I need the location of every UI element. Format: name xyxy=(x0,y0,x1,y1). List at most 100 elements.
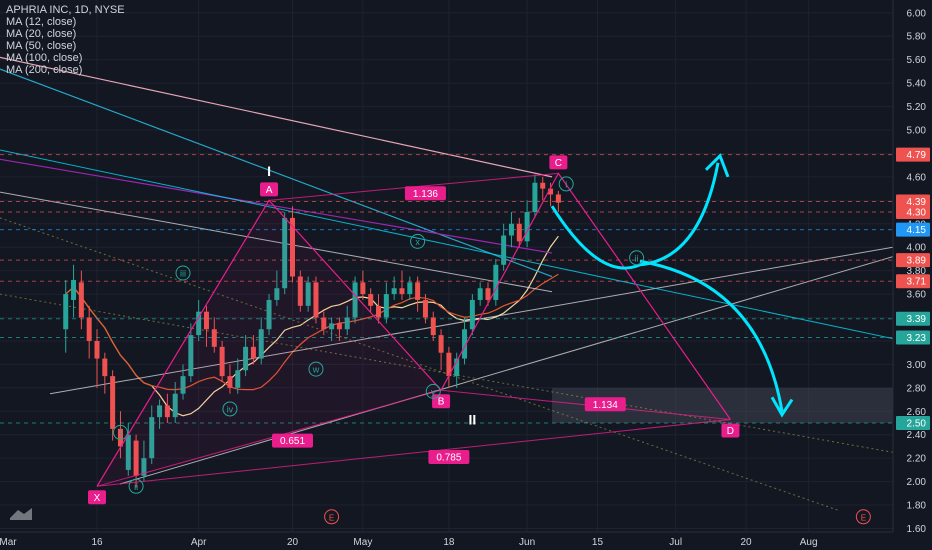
candle-body xyxy=(555,194,561,203)
price-level-tag: 3.23 xyxy=(907,333,927,344)
price-level-tag-box xyxy=(896,222,930,237)
x-tick-label: Aug xyxy=(800,537,818,548)
price-level-tag-box xyxy=(896,194,930,209)
candle-body xyxy=(422,299,428,318)
pattern-point-label: X xyxy=(94,493,101,504)
ratio-label-box xyxy=(428,450,470,465)
chart-legend: APHRIA INC, 1D, NYSE MA (12, close) MA (… xyxy=(6,4,125,76)
y-tick-label: 2.60 xyxy=(907,407,927,418)
candle-body xyxy=(383,294,389,318)
ma-50-line xyxy=(0,68,553,278)
ma-100-line xyxy=(0,158,553,254)
y-tick-label: 2.20 xyxy=(907,454,927,465)
price-level-tag-box xyxy=(896,147,930,162)
price-level-tag-box xyxy=(896,311,930,326)
ma-20-line xyxy=(65,273,559,391)
y-tick-label: 5.40 xyxy=(907,79,927,90)
candle-body xyxy=(219,346,225,377)
candle-body xyxy=(305,282,311,306)
candle-body xyxy=(493,264,499,300)
y-tick-label: 1.60 xyxy=(907,524,927,535)
candles xyxy=(63,174,561,488)
y-tick-label: 4.00 xyxy=(907,243,927,254)
candle-body xyxy=(274,288,280,300)
candle-body xyxy=(446,352,452,377)
wave-label-circle xyxy=(410,233,426,249)
x-tick-label: May xyxy=(353,537,372,548)
candle-body xyxy=(329,323,335,330)
candle-body xyxy=(321,317,327,330)
wave-label-circle xyxy=(855,509,871,525)
wave-label-circle xyxy=(112,424,128,440)
candle-body xyxy=(485,288,491,300)
candle-body xyxy=(243,346,249,371)
pattern-point-label: B xyxy=(438,397,445,408)
pattern-point-label-box xyxy=(260,182,279,197)
y-tick-label: 5.20 xyxy=(907,102,927,113)
x-tick-label: 20 xyxy=(287,537,299,548)
degree-label: I xyxy=(267,163,271,179)
wave-label-circle xyxy=(175,265,191,281)
price-level-tag: 4.79 xyxy=(907,150,927,161)
y-tick-label: 5.60 xyxy=(907,55,927,66)
candle-body xyxy=(391,288,397,295)
trend-line-dotted-2 xyxy=(0,293,894,453)
wave-label-circle xyxy=(128,478,144,494)
candle-body xyxy=(250,346,256,359)
x-tick-label: 20 xyxy=(740,537,752,548)
candle-body xyxy=(102,358,108,377)
x-tick-label: Mar xyxy=(0,537,17,548)
candle-body xyxy=(180,376,186,394)
trend-line-cyan xyxy=(0,149,894,340)
x-tick-label: 15 xyxy=(592,537,604,548)
projection-arrow-down xyxy=(639,259,784,412)
legend-title: APHRIA INC, 1D, NYSE xyxy=(6,4,125,16)
candle-body xyxy=(94,340,100,359)
candle-body xyxy=(71,280,77,300)
pattern-point-label: D xyxy=(727,426,734,437)
y-tick-label: 3.60 xyxy=(907,290,927,301)
ratio-label: 0.651 xyxy=(280,436,305,447)
candle-body xyxy=(117,428,123,447)
candle-body xyxy=(540,182,546,189)
price-level-tag: 4.15 xyxy=(907,225,927,236)
annotation-labels: XABCD1.1360.6510.7851.134iiiiiiivwxyiiiE… xyxy=(88,155,871,525)
pattern-point-label-box xyxy=(721,423,740,438)
y-tick-label: 2.80 xyxy=(907,383,927,394)
price-level-tag: 4.30 xyxy=(907,208,927,219)
candle-body xyxy=(133,440,139,476)
candle-body xyxy=(110,376,116,429)
candle-body xyxy=(290,217,295,277)
x-tick-label: 18 xyxy=(443,537,455,548)
pattern-point-label-box xyxy=(549,155,568,170)
candle-body xyxy=(63,294,69,330)
wave-label: iii xyxy=(180,268,186,278)
x-tick-label: Jul xyxy=(669,537,682,548)
candle-body xyxy=(149,417,155,459)
y-tick-label: 5.80 xyxy=(907,32,927,43)
wave-label-circle xyxy=(308,361,324,377)
wave-label: E xyxy=(329,513,334,522)
projection-arrow-up xyxy=(550,162,720,270)
candle-body xyxy=(532,182,538,213)
moving-averages xyxy=(0,56,559,417)
candle-body xyxy=(78,282,84,318)
candle-body xyxy=(438,335,444,353)
y-axis: 1.601.802.002.202.402.602.803.003.203.40… xyxy=(892,0,932,550)
candle-body xyxy=(196,311,202,336)
xab-triangle xyxy=(97,200,442,487)
y-tick-label: 6.00 xyxy=(907,8,927,19)
wave-label-circle xyxy=(222,401,238,417)
candle-body xyxy=(399,288,405,295)
price-level-tag: 3.39 xyxy=(907,314,927,325)
candle-body xyxy=(258,329,264,359)
candle-body xyxy=(524,212,530,242)
legend-ma-50: MA (50, close) xyxy=(6,40,77,52)
candle-body xyxy=(86,317,92,341)
candle-body xyxy=(407,282,413,295)
candle-body xyxy=(235,370,241,388)
price-level-tag: 3.89 xyxy=(907,256,927,267)
price-level-tag-box xyxy=(896,205,930,220)
ma-200-line xyxy=(0,56,553,178)
